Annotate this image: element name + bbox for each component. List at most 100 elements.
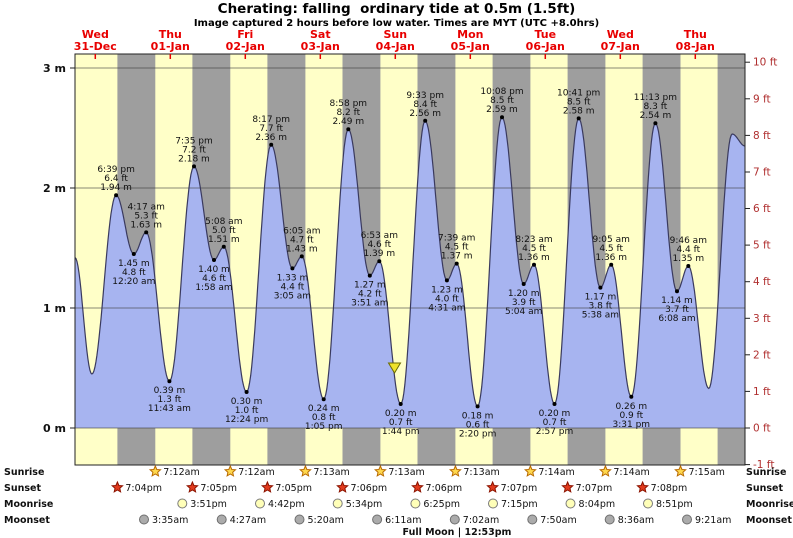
tide-annotation-high: 9:33 pm 8.4 ft 2.56 m xyxy=(406,91,444,119)
day-label-weekday: Mon xyxy=(457,28,483,41)
tide-annotation-low: 0.30 m 1.0 ft 12:24 pm xyxy=(225,397,268,425)
y-axis-label-m: 2 m xyxy=(43,182,66,195)
sunrise-star-icon xyxy=(674,464,687,477)
tide-extreme-dot xyxy=(212,258,216,262)
moonset-icon xyxy=(372,514,383,525)
astro-row-label-right: Moonset xyxy=(746,515,792,526)
moonset-icon xyxy=(139,514,149,525)
astro-time: 8:36am xyxy=(618,515,654,526)
tide-area xyxy=(75,117,745,428)
day-label-weekday: Wed xyxy=(607,28,634,41)
tide-extreme-dot xyxy=(500,115,504,120)
tide-annotation-high: 8:17 pm 7.7 ft 2.36 m xyxy=(252,115,290,143)
astro-time: 7:08pm xyxy=(651,483,688,494)
day-label-date: 08-Jan xyxy=(676,40,715,53)
tide-extreme-dot xyxy=(269,142,274,147)
astro-time: 8:51pm xyxy=(656,499,693,510)
tide-extreme-dot xyxy=(131,252,136,256)
astro-time: 7:07pm xyxy=(501,483,538,494)
day-label-date: 07-Jan xyxy=(601,40,640,53)
tide-annotation-high: 11:13 pm 8.3 ft 2.54 m xyxy=(634,93,677,121)
astro-time: 7:13am xyxy=(313,467,349,478)
tide-annotation-low: 1.40 m 4.6 ft 1:58 am xyxy=(195,265,232,293)
sunrise-star-icon xyxy=(373,464,387,477)
tide-extreme-dot xyxy=(576,116,581,121)
astro-time: 7:06pm xyxy=(426,483,463,494)
tide-annotation-low: 0.20 m 0.7 ft 1:44 pm xyxy=(382,409,420,437)
tide-annotation-low: 0.39 m 1.3 ft 11:43 am xyxy=(148,386,191,414)
moonset-icon xyxy=(294,514,305,525)
astro-time: 7:05pm xyxy=(200,483,237,494)
y-axis-label-ft: 3 ft xyxy=(753,313,771,325)
astro-row-label-right: Moonrise xyxy=(746,499,793,510)
moonrise-icon xyxy=(332,498,343,509)
day-label-weekday: Sat xyxy=(310,28,331,41)
day-label-weekday: Tue xyxy=(535,28,557,41)
y-axis-label-ft: 4 ft xyxy=(753,276,771,288)
day-label-date: 01-Jan xyxy=(151,40,190,53)
astro-time: 7:06pm xyxy=(351,483,388,494)
astro-time: 8:04pm xyxy=(579,499,616,510)
tide-extreme-dot xyxy=(521,282,526,286)
y-axis-label-ft: 5 ft xyxy=(753,240,771,252)
tide-extreme-dot xyxy=(346,127,351,132)
tide-extreme-dot xyxy=(686,264,691,268)
tide-extreme-dot xyxy=(244,390,249,394)
tide-annotation-low: 1.20 m 3.9 ft 5:04 am xyxy=(505,289,542,317)
tide-annotation-low: 1.33 m 4.4 ft 3:05 am xyxy=(274,273,311,301)
tide-extreme-dot xyxy=(290,266,295,271)
moonset-icon xyxy=(449,514,460,525)
tide-annotation-low: 0.20 m 0.7 ft 2:57 pm xyxy=(536,409,574,437)
day-label-weekday: Thu xyxy=(159,28,182,41)
tide-annotation-high: 8:23 am 4.5 ft 1.36 m xyxy=(515,235,552,263)
y-axis-label-m: 0 m xyxy=(43,422,66,435)
tide-annotation-low: 1.45 m 4.8 ft 12:20 am xyxy=(112,259,155,287)
tide-extreme-dot xyxy=(454,261,459,266)
tide-annotation-low: 1.27 m 4.2 ft 3:51 am xyxy=(351,281,388,309)
tide-extreme-dot xyxy=(532,262,536,267)
tide-extreme-dot xyxy=(398,402,403,406)
astro-time: 7:50am xyxy=(540,515,576,526)
day-label-weekday: Fri xyxy=(237,28,253,41)
tide-annotation-high: 7:39 am 4.5 ft 1.37 m xyxy=(438,234,475,262)
tide-extreme-dot xyxy=(144,230,149,235)
plot-border xyxy=(74,53,746,466)
moonrise-icon xyxy=(410,498,421,509)
y-axis-label-ft: 1 ft xyxy=(753,386,771,398)
tide-extreme-dot xyxy=(377,259,382,264)
tide-extreme-dot xyxy=(629,394,634,399)
day-label-date: 04-Jan xyxy=(376,40,415,53)
tide-annotation-high: 5:08 am 5.0 ft 1.51 m xyxy=(205,217,242,245)
astro-row-label-right: Sunrise xyxy=(746,467,786,478)
sunset-star-icon xyxy=(185,480,199,493)
moonrise-icon xyxy=(255,498,265,509)
astro-time: 7:13am xyxy=(463,467,499,478)
moonset-icon xyxy=(604,514,615,525)
tide-extreme-dot xyxy=(321,397,326,402)
tide-annotation-high: 6:39 pm 6.4 ft 1.94 m xyxy=(97,165,135,193)
astro-row-label-left: Sunset xyxy=(4,483,41,494)
chart-title: Cherating: falling ordinary tide at 0.5m… xyxy=(217,1,576,17)
tide-extreme-dot xyxy=(423,118,428,123)
tide-extreme-dot xyxy=(444,278,449,283)
moonrise-icon xyxy=(643,498,653,509)
astro-time: 7:04pm xyxy=(125,483,162,494)
sunset-star-icon xyxy=(336,480,349,493)
tide-extreme-dot xyxy=(192,164,196,169)
y-axis-label-m: 3 m xyxy=(43,62,66,75)
day-label-weekday: Sun xyxy=(384,28,408,41)
tide-annotation-high: 9:46 am 4.4 ft 1.35 m xyxy=(670,236,707,264)
astro-time: 7:12am xyxy=(163,467,199,478)
tide-annotation-high: 7:35 pm 7.2 ft 2.18 m xyxy=(175,136,213,164)
day-label-date: 31-Dec xyxy=(74,40,117,53)
astro-time: 7:13am xyxy=(388,467,424,478)
sunrise-star-icon xyxy=(148,464,162,477)
y-axis-label-m: 1 m xyxy=(43,302,66,315)
sunrise-star-icon xyxy=(298,464,312,477)
sunrise-star-icon xyxy=(523,464,537,477)
tide-annotation-high: 10:08 pm 8.5 ft 2.59 m xyxy=(480,87,523,115)
chart-subtitle: Image captured 2 hours before low water.… xyxy=(193,18,600,29)
tide-extreme-dot xyxy=(675,289,679,294)
